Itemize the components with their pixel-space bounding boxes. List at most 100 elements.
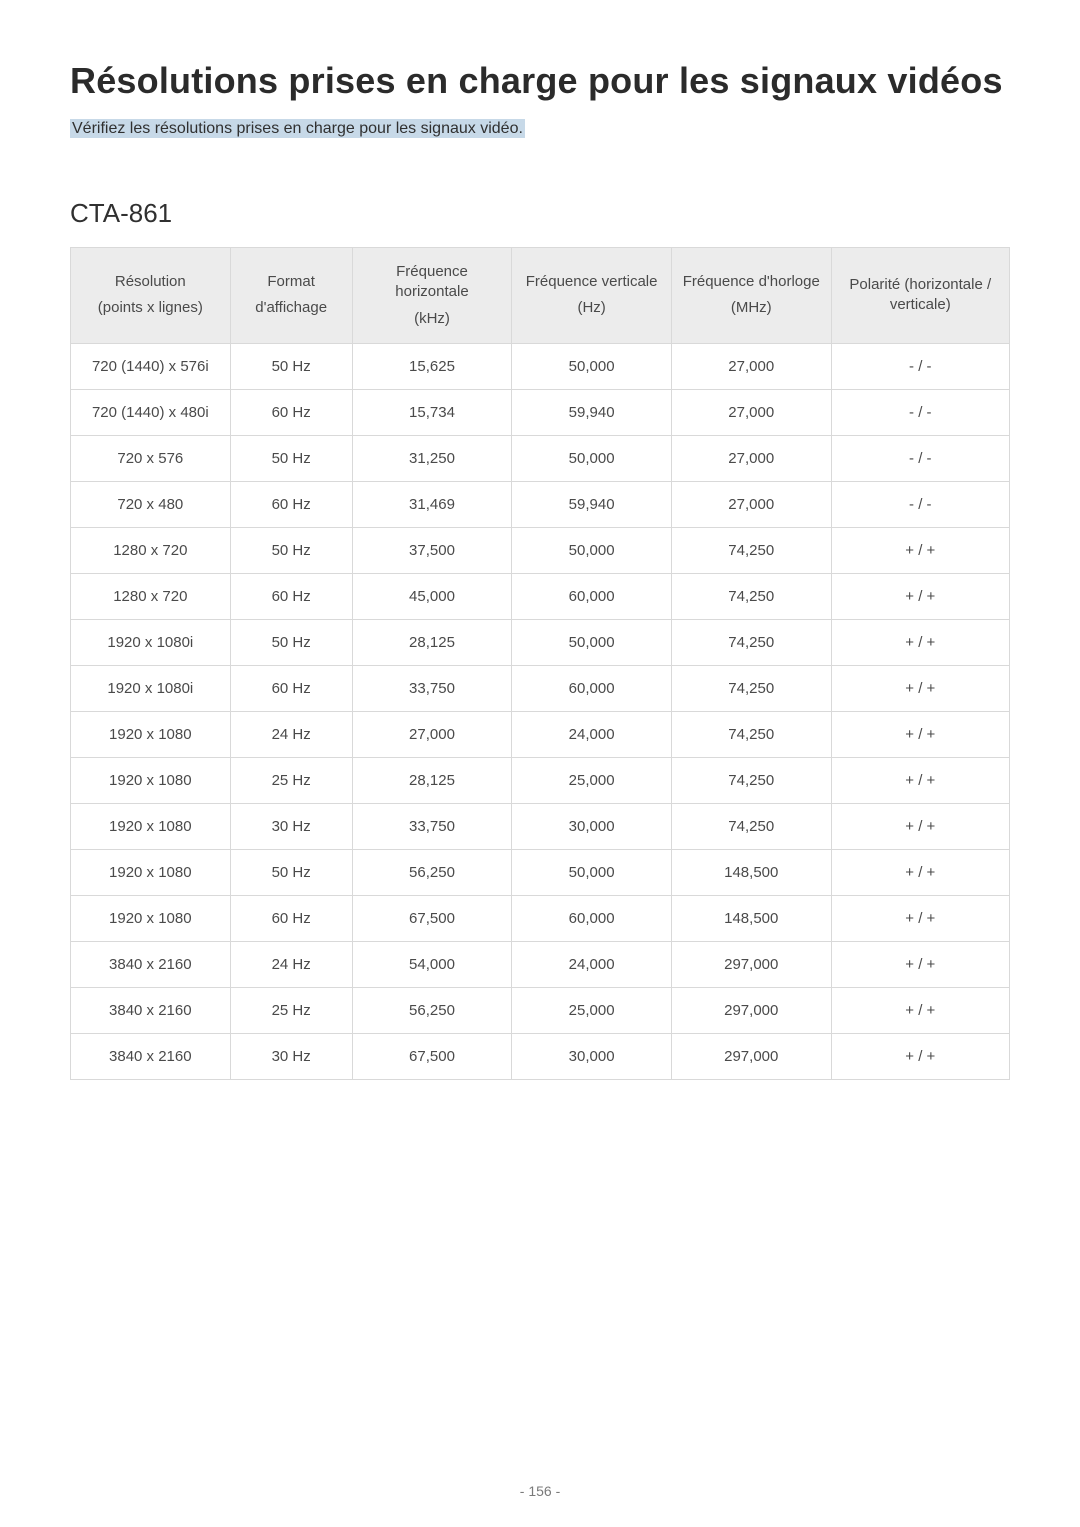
table-cell: + / + <box>831 711 1009 757</box>
table-cell: 25,000 <box>512 757 672 803</box>
table-cell: 24 Hz <box>230 941 352 987</box>
table-cell: + / + <box>831 895 1009 941</box>
table-row: 1920 x 108024 Hz27,00024,00074,250+ / + <box>71 711 1010 757</box>
table-cell: 33,750 <box>352 665 512 711</box>
table-cell: 50,000 <box>512 343 672 389</box>
col-sublabel: d'affichage <box>237 298 346 318</box>
table-cell: 24 Hz <box>230 711 352 757</box>
table-cell: 1920 x 1080 <box>71 711 231 757</box>
table-cell: 28,125 <box>352 757 512 803</box>
table-cell: 24,000 <box>512 711 672 757</box>
table-cell: 60 Hz <box>230 895 352 941</box>
col-label: Résolution <box>115 273 186 290</box>
table-cell: 60 Hz <box>230 389 352 435</box>
table-cell: 60 Hz <box>230 481 352 527</box>
table-cell: 31,469 <box>352 481 512 527</box>
table-cell: 31,250 <box>352 435 512 481</box>
table-cell: 74,250 <box>671 573 831 619</box>
table-cell: 25,000 <box>512 987 672 1033</box>
table-cell: + / + <box>831 987 1009 1033</box>
table-cell: 59,940 <box>512 389 672 435</box>
table-row: 3840 x 216025 Hz56,25025,000297,000+ / + <box>71 987 1010 1033</box>
table-cell: 74,250 <box>671 665 831 711</box>
table-cell: 30,000 <box>512 803 672 849</box>
table-cell: + / + <box>831 1033 1009 1079</box>
table-cell: - / - <box>831 435 1009 481</box>
table-cell: 27,000 <box>352 711 512 757</box>
col-label: Fréquence horizontale <box>395 263 468 300</box>
document-page: Résolutions prises en charge pour les si… <box>0 0 1080 1527</box>
table-cell: 50 Hz <box>230 527 352 573</box>
table-cell: 60 Hz <box>230 573 352 619</box>
table-row: 720 (1440) x 480i60 Hz15,73459,94027,000… <box>71 389 1010 435</box>
table-cell: 720 (1440) x 576i <box>71 343 231 389</box>
resolution-table: Résolution (points x lignes) Format d'af… <box>70 247 1010 1080</box>
table-row: 1920 x 108060 Hz67,50060,000148,500+ / + <box>71 895 1010 941</box>
table-cell: + / + <box>831 665 1009 711</box>
table-cell: 50,000 <box>512 849 672 895</box>
table-cell: 60 Hz <box>230 665 352 711</box>
table-row: 1920 x 108025 Hz28,12525,00074,250+ / + <box>71 757 1010 803</box>
col-sublabel: (points x lignes) <box>77 298 224 318</box>
col-label: Format <box>267 273 315 290</box>
table-cell: 74,250 <box>671 757 831 803</box>
table-cell: 56,250 <box>352 987 512 1033</box>
table-cell: + / + <box>831 573 1009 619</box>
table-cell: 27,000 <box>671 343 831 389</box>
table-cell: 148,500 <box>671 849 831 895</box>
table-cell: 297,000 <box>671 941 831 987</box>
table-cell: 56,250 <box>352 849 512 895</box>
table-cell: 74,250 <box>671 803 831 849</box>
table-body: 720 (1440) x 576i50 Hz15,62550,00027,000… <box>71 343 1010 1079</box>
table-cell: 74,250 <box>671 619 831 665</box>
table-row: 1920 x 108050 Hz56,25050,000148,500+ / + <box>71 849 1010 895</box>
table-row: 720 x 48060 Hz31,46959,94027,000- / - <box>71 481 1010 527</box>
table-cell: 50,000 <box>512 435 672 481</box>
table-cell: 148,500 <box>671 895 831 941</box>
table-row: 720 x 57650 Hz31,25050,00027,000- / - <box>71 435 1010 481</box>
table-cell: + / + <box>831 527 1009 573</box>
table-cell: 67,500 <box>352 1033 512 1079</box>
section-heading: CTA-861 <box>70 198 1010 229</box>
table-cell: 25 Hz <box>230 757 352 803</box>
table-cell: - / - <box>831 481 1009 527</box>
table-cell: 27,000 <box>671 435 831 481</box>
table-cell: + / + <box>831 941 1009 987</box>
table-row: 1280 x 72060 Hz45,00060,00074,250+ / + <box>71 573 1010 619</box>
table-cell: 25 Hz <box>230 987 352 1033</box>
col-label: Fréquence d'horloge <box>683 273 820 290</box>
table-header-row: Résolution (points x lignes) Format d'af… <box>71 248 1010 344</box>
table-cell: 15,625 <box>352 343 512 389</box>
table-cell: 720 x 480 <box>71 481 231 527</box>
col-format: Format d'affichage <box>230 248 352 344</box>
table-cell: + / + <box>831 849 1009 895</box>
table-cell: + / + <box>831 619 1009 665</box>
table-cell: + / + <box>831 757 1009 803</box>
table-cell: 50 Hz <box>230 343 352 389</box>
table-cell: 27,000 <box>671 389 831 435</box>
table-cell: 50,000 <box>512 619 672 665</box>
table-cell: 37,500 <box>352 527 512 573</box>
table-cell: 30 Hz <box>230 803 352 849</box>
table-cell: 720 (1440) x 480i <box>71 389 231 435</box>
table-cell: 297,000 <box>671 1033 831 1079</box>
table-cell: 1280 x 720 <box>71 527 231 573</box>
table-cell: 27,000 <box>671 481 831 527</box>
table-row: 720 (1440) x 576i50 Hz15,62550,00027,000… <box>71 343 1010 389</box>
page-number: - 156 - <box>0 1483 1080 1499</box>
table-cell: 60,000 <box>512 895 672 941</box>
table-cell: 24,000 <box>512 941 672 987</box>
table-header: Résolution (points x lignes) Format d'af… <box>71 248 1010 344</box>
table-row: 1920 x 108030 Hz33,75030,00074,250+ / + <box>71 803 1010 849</box>
table-cell: 67,500 <box>352 895 512 941</box>
subtitle-wrap: Vérifiez les résolutions prises en charg… <box>70 120 1010 138</box>
table-cell: 30,000 <box>512 1033 672 1079</box>
col-sublabel: (Hz) <box>518 298 665 318</box>
table-cell: 1920 x 1080 <box>71 757 231 803</box>
table-row: 3840 x 216024 Hz54,00024,000297,000+ / + <box>71 941 1010 987</box>
table-cell: 33,750 <box>352 803 512 849</box>
table-cell: 28,125 <box>352 619 512 665</box>
page-title: Résolutions prises en charge pour les si… <box>70 60 1010 102</box>
table-cell: 297,000 <box>671 987 831 1033</box>
col-label: Fréquence verticale <box>526 273 658 290</box>
